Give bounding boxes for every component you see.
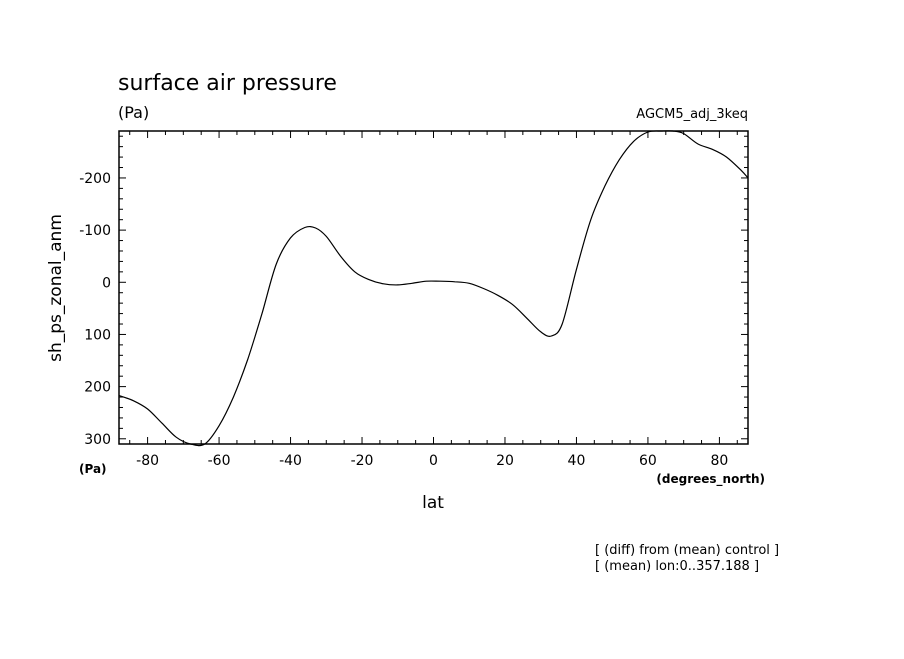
note-diff: [ (diff) from (mean) control ] <box>595 543 779 558</box>
axis-ticks <box>119 131 748 444</box>
x-tick-label: 0 <box>429 453 438 469</box>
y-tick-label: 100 <box>84 327 111 343</box>
note-mean-lon: [ (mean) lon:0..357.188 ] <box>595 559 759 574</box>
x-axis-label: lat <box>422 493 444 513</box>
plot-frame <box>118 130 749 445</box>
x-tick-label: -60 <box>208 453 231 469</box>
x-tick-label: 20 <box>496 453 514 469</box>
y-tick-labels: -200 -100 0 100 200 300 <box>79 171 111 448</box>
series-line <box>118 130 749 447</box>
y-tick-label: 300 <box>84 432 111 448</box>
x-tick-label: 80 <box>710 453 728 469</box>
x-tick-label: 40 <box>568 453 586 469</box>
y-tick-label: 200 <box>84 380 111 396</box>
chart-title: surface air pressure <box>118 71 337 96</box>
x-tick-label: 60 <box>639 453 657 469</box>
chart-units: (Pa) <box>118 103 149 122</box>
y-tick-label: 0 <box>102 275 111 291</box>
y-tick-label: -100 <box>79 223 111 239</box>
x-tick-labels: -80 -60 -40 -20 0 20 40 60 80 <box>136 453 728 469</box>
y-axis-label: sh_ps_zonal_anm <box>46 214 66 362</box>
x-tick-label: -40 <box>279 453 302 469</box>
x-tick-label: -80 <box>136 453 159 469</box>
x-tick-label: -20 <box>351 453 374 469</box>
y-tick-label: -200 <box>79 171 111 187</box>
x-axis-units: (degrees_north) <box>656 472 765 487</box>
y-axis-units-bottom: (Pa) <box>79 462 107 476</box>
experiment-label: AGCM5_adj_3keq <box>636 107 748 122</box>
